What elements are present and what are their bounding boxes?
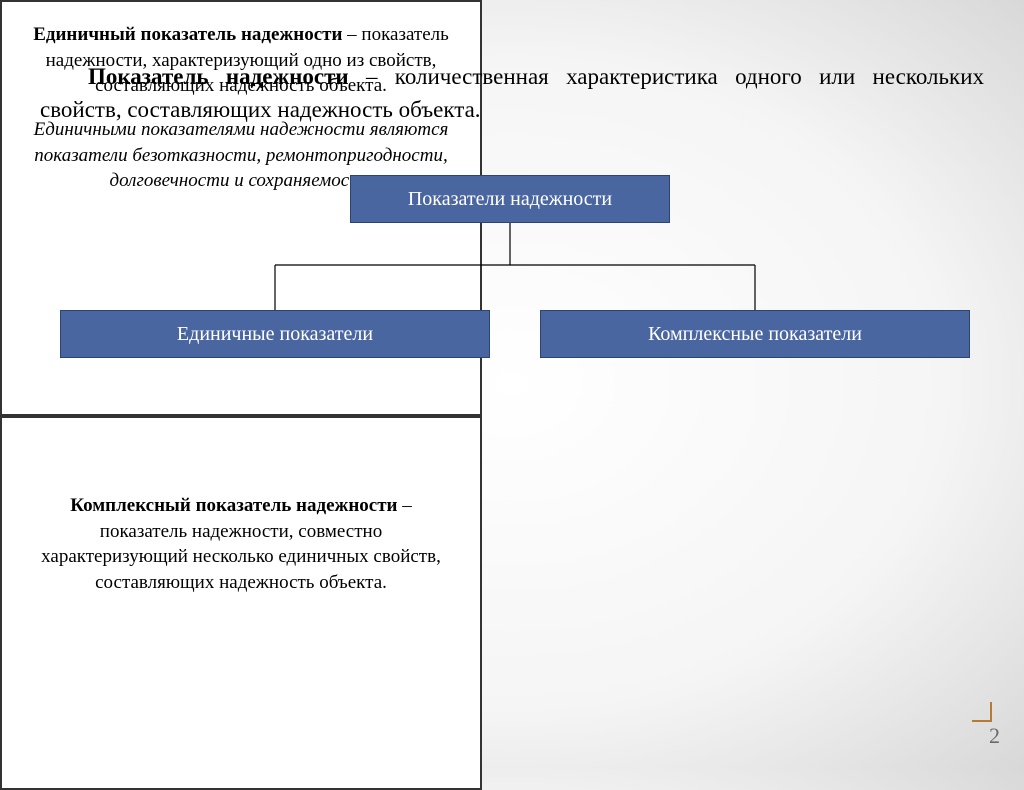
root-title: Показатели надежности [408, 188, 612, 211]
right-header-title: Комплексные показатели [648, 323, 862, 346]
left-header: Единичные показатели [60, 310, 490, 358]
intro-term: Показатель надежности [88, 64, 349, 89]
right-body-p1: Комплексный показатель надежности – пока… [26, 493, 456, 596]
right-body-p1-bold: Комплексный показатель надежности [70, 495, 397, 516]
root-header: Показатели надежности [350, 175, 670, 223]
left-body-p1-bold: Единичный показатель надежности [33, 24, 342, 45]
right-body: Комплексный показатель надежности – пока… [0, 416, 482, 790]
page-number: 2 [989, 723, 1000, 749]
slide: Показатель надежности – количественная х… [0, 0, 1024, 767]
corner-mark-icon [972, 702, 992, 722]
intro-paragraph: Показатель надежности – количественная х… [40, 60, 984, 127]
left-header-title: Единичные показатели [177, 323, 373, 346]
right-header: Комплексные показатели [540, 310, 970, 358]
